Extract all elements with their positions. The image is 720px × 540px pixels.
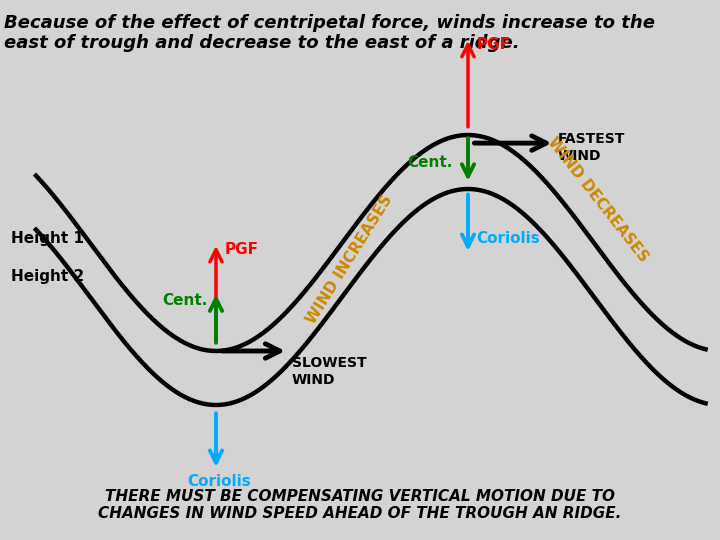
Text: Because of the effect of centripetal force, winds increase to the
east of trough: Because of the effect of centripetal for… bbox=[4, 14, 654, 52]
Text: WIND DECREASES: WIND DECREASES bbox=[544, 134, 651, 265]
Text: THERE MUST BE COMPENSATING VERTICAL MOTION DUE TO
CHANGES IN WIND SPEED AHEAD OF: THERE MUST BE COMPENSATING VERTICAL MOTI… bbox=[99, 489, 621, 521]
Text: Coriolis: Coriolis bbox=[187, 474, 251, 489]
Text: Cent.: Cent. bbox=[162, 293, 207, 308]
Text: Height 1: Height 1 bbox=[11, 231, 84, 246]
Text: Cent.: Cent. bbox=[407, 156, 452, 171]
Text: Coriolis: Coriolis bbox=[477, 231, 541, 246]
Text: SLOWEST
WIND: SLOWEST WIND bbox=[292, 356, 366, 387]
Text: Height 2: Height 2 bbox=[11, 269, 84, 284]
Text: PGF: PGF bbox=[225, 242, 258, 257]
Text: WIND INCREASES: WIND INCREASES bbox=[303, 192, 395, 326]
Text: FASTEST
WIND: FASTEST WIND bbox=[558, 132, 626, 163]
Text: PGF: PGF bbox=[477, 37, 510, 52]
